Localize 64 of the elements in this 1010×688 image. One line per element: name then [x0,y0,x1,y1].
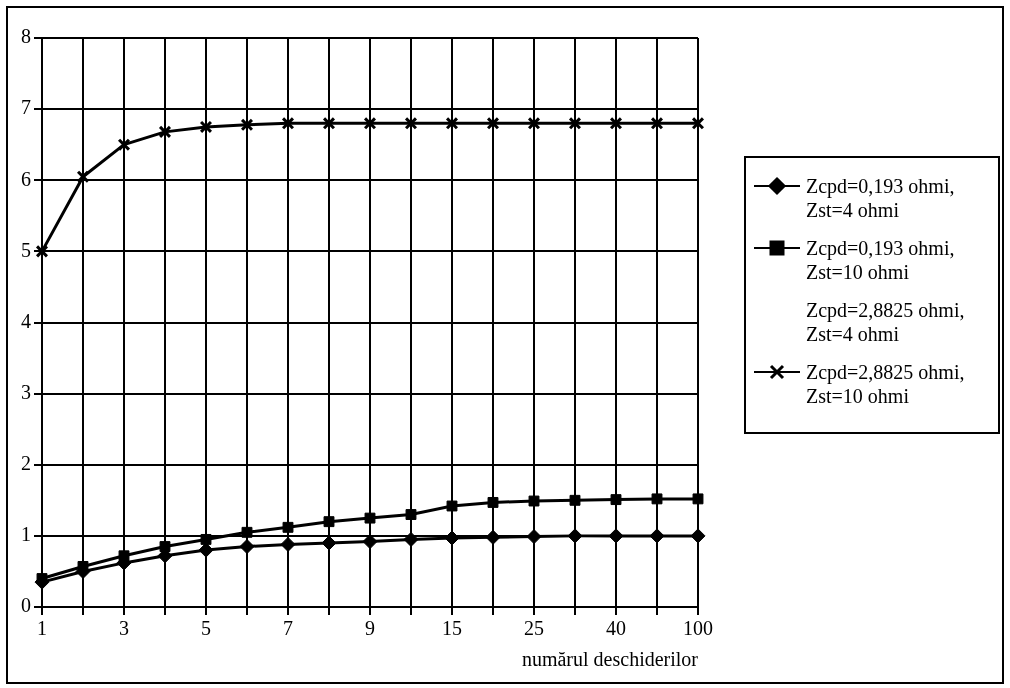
y-tick-label: 8 [21,25,31,48]
point [608,528,624,544]
point [690,528,706,544]
point [198,542,214,558]
point [239,539,255,555]
point [364,512,376,524]
x-tick-label: 5 [201,617,211,640]
point [282,521,294,533]
y-tick-label: 7 [21,96,31,119]
point [568,116,582,130]
point [650,116,664,130]
point [446,500,458,512]
y-tick-label: 5 [21,238,31,261]
point [199,120,213,134]
x-tick-label: 15 [442,617,462,640]
point [609,116,623,130]
point [487,497,499,508]
point [241,526,253,538]
point [569,494,581,506]
point [651,493,663,505]
x-tick-label: 40 [606,617,626,640]
point [649,528,665,544]
point [158,125,172,139]
point [403,531,419,547]
point [117,138,131,152]
legend-label: Zcpd=0,193 ohmi, Zst=4 ohmi [806,174,956,222]
point [404,116,418,130]
x-tick-label: 3 [119,617,129,640]
x-tick-label: 1 [37,617,47,640]
point [486,116,500,130]
x-axis-title: numărul deschiderilor [521,648,699,671]
point [76,170,90,184]
point [321,535,337,551]
point [528,495,540,507]
text: Zcpd=2,8825 ohmi, Zst=4 ohmi [806,298,966,346]
point [323,516,335,528]
y-tick-label: 1 [21,523,31,546]
y-tick-label: 2 [21,452,31,474]
y-tick-label: 0 [21,594,31,617]
x-tick-label: 100 [683,617,713,640]
point [610,494,622,506]
legend-label: Zcpd=2,8825 ohmi, Zst=10 ohmi [806,360,966,408]
point [280,536,296,552]
y-tick-label: 3 [21,380,31,403]
y-tick-label: 6 [21,167,31,190]
point [526,529,542,545]
point [485,529,501,545]
x-tick-label: 9 [365,617,375,640]
point [405,509,417,520]
point [322,116,336,130]
x-tick-label: 7 [283,617,293,640]
point [363,116,377,130]
point [281,116,295,130]
point [200,533,212,545]
point [444,530,460,546]
point [567,528,583,544]
point [240,118,254,132]
point [691,116,705,130]
legend-label: Zcpd=0,193 ohmi, Zst=10 ohmi [806,236,956,284]
x-tick-label: 25 [524,617,544,640]
point [445,116,459,130]
point [527,116,541,130]
point [692,493,704,505]
y-tick-label: 4 [21,309,31,332]
